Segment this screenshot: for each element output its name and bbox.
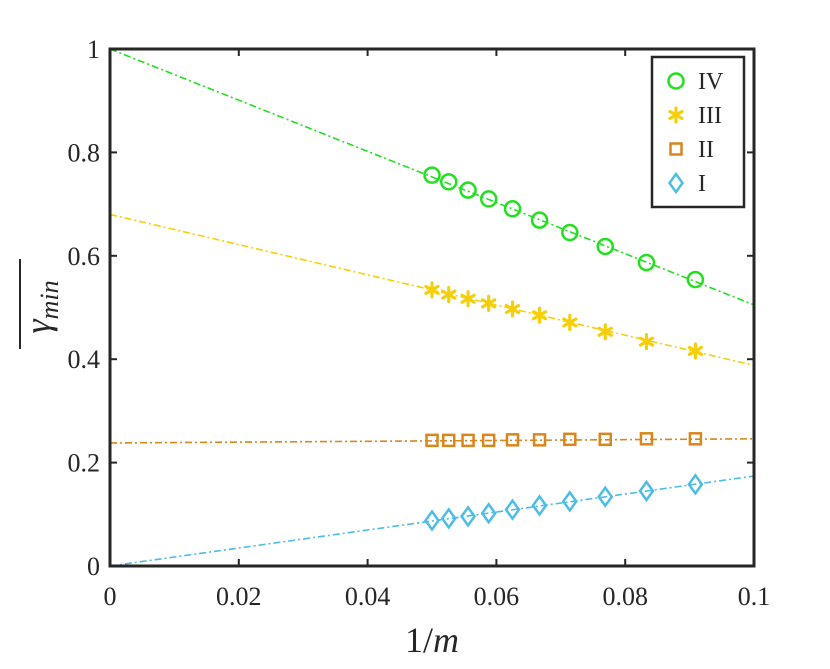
- data-point-III: [441, 285, 457, 304]
- fit-line-I: [109, 475, 755, 567]
- legend-marker-IV: [667, 72, 685, 90]
- data-point-III: [531, 306, 548, 324]
- data-point-I: [561, 490, 578, 513]
- legend-marker-I: [667, 171, 685, 195]
- data-point-IV: [596, 237, 614, 256]
- y-tick-label: 0.4: [68, 345, 101, 374]
- y-tick-label: 1: [87, 35, 100, 64]
- data-point-IV: [686, 270, 705, 289]
- x-tick-label: 0.04: [345, 582, 391, 611]
- data-point-IV: [637, 253, 656, 272]
- legend-label-IV: IV: [698, 69, 724, 95]
- y-tick-label: 0.6: [68, 242, 101, 271]
- data-point-I: [597, 485, 614, 508]
- x-tick-label: 0.06: [474, 582, 520, 611]
- legend-label-II: II: [698, 137, 714, 163]
- y-tick-label: 0: [87, 552, 100, 581]
- data-point-IV: [503, 200, 522, 218]
- data-point-II: [598, 432, 612, 447]
- data-point-IV: [439, 173, 458, 191]
- data-point-III: [481, 294, 497, 312]
- data-markers: [423, 166, 705, 532]
- data-point-III: [562, 313, 578, 332]
- data-point-III: [597, 323, 613, 341]
- data-point-II: [688, 432, 703, 446]
- data-point-III: [638, 333, 655, 351]
- data-point-II: [563, 432, 577, 447]
- data-point-I: [638, 479, 655, 503]
- data-point-III: [687, 342, 704, 360]
- data-point-IV: [561, 223, 579, 242]
- data-point-I: [531, 494, 548, 517]
- data-point-I: [423, 509, 441, 532]
- x-tick-label: 0.08: [602, 582, 648, 611]
- x-tick-label: 0.1: [738, 582, 771, 611]
- data-point-II: [425, 433, 439, 448]
- plot-area: [110, 49, 754, 566]
- data-point-IV: [423, 166, 441, 184]
- data-point-II: [481, 433, 496, 448]
- data-point-I: [504, 498, 521, 521]
- data-point-III: [504, 300, 521, 318]
- x-axis-label: 1/m: [405, 620, 459, 660]
- x-tick-label: 0: [104, 582, 117, 611]
- data-point-II: [461, 433, 475, 448]
- legend-marker-III: [668, 106, 684, 124]
- data-point-IV: [479, 190, 498, 208]
- data-point-I: [460, 505, 477, 528]
- x-tick-label: 0.02: [216, 582, 262, 611]
- data-point-IV: [459, 181, 477, 199]
- legend-label-III: III: [698, 103, 722, 129]
- data-point-III: [424, 281, 440, 299]
- data-point-I: [687, 473, 704, 496]
- plot-frame: [108, 47, 756, 568]
- data-point-I: [480, 502, 497, 525]
- data-point-IV: [530, 211, 549, 229]
- data-point-II: [639, 432, 654, 446]
- data-point-II: [441, 433, 456, 448]
- y-tick-label: 0.8: [68, 138, 101, 167]
- y-tick-label: 0.2: [68, 449, 101, 478]
- fit-line-II: [109, 438, 755, 444]
- data-point-I: [440, 507, 457, 530]
- legend-label-I: I: [698, 171, 706, 197]
- legend-marker-II: [669, 142, 683, 156]
- data-point-II: [532, 433, 547, 447]
- data-point-II: [505, 433, 520, 447]
- data-point-III: [460, 290, 476, 308]
- fit-line-IV: [109, 48, 755, 306]
- tick-labels: 0 0.02 0.04 0.06 0.08 0.1 0 0.2 0.4 0.6 0.8 1: [68, 35, 771, 611]
